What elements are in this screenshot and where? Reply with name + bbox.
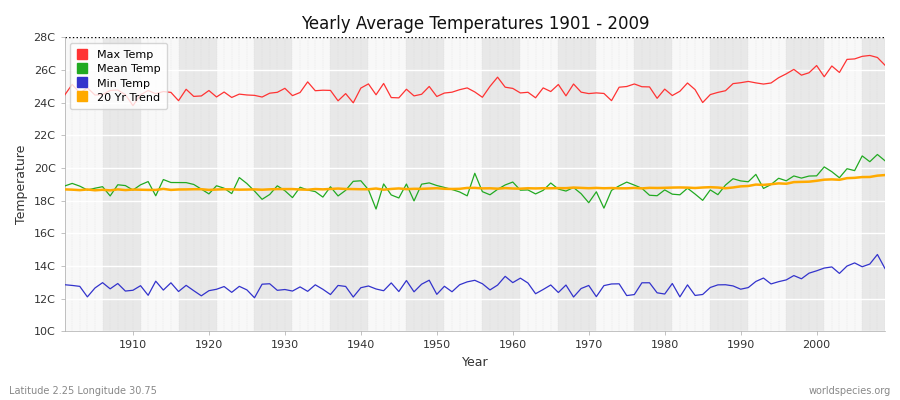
Y-axis label: Temperature: Temperature (15, 145, 28, 224)
Bar (597, 37, 634, 332)
Title: Yearly Average Temperatures 1901 - 2009: Yearly Average Temperatures 1901 - 2009 (301, 15, 649, 33)
Bar (368, 37, 407, 332)
Bar (217, 37, 255, 332)
Bar (330, 37, 368, 332)
Bar (787, 37, 824, 332)
Bar (445, 37, 482, 332)
Bar (292, 37, 330, 332)
Bar (634, 37, 672, 332)
Legend: Max Temp, Mean Temp, Min Temp, 20 Yr Trend: Max Temp, Mean Temp, Min Temp, 20 Yr Tre… (70, 43, 167, 109)
Bar (748, 37, 787, 332)
Bar (710, 37, 748, 332)
Bar (65, 37, 103, 332)
Bar (140, 37, 178, 332)
Bar (103, 37, 140, 332)
Bar (824, 37, 862, 332)
Text: worldspecies.org: worldspecies.org (809, 386, 891, 396)
Bar (482, 37, 520, 332)
Bar (255, 37, 292, 332)
Bar (558, 37, 597, 332)
X-axis label: Year: Year (462, 356, 488, 369)
Bar (520, 37, 558, 332)
Bar (862, 37, 893, 332)
Text: Latitude 2.25 Longitude 30.75: Latitude 2.25 Longitude 30.75 (9, 386, 157, 396)
Bar (407, 37, 445, 332)
Bar (178, 37, 217, 332)
Bar (672, 37, 710, 332)
